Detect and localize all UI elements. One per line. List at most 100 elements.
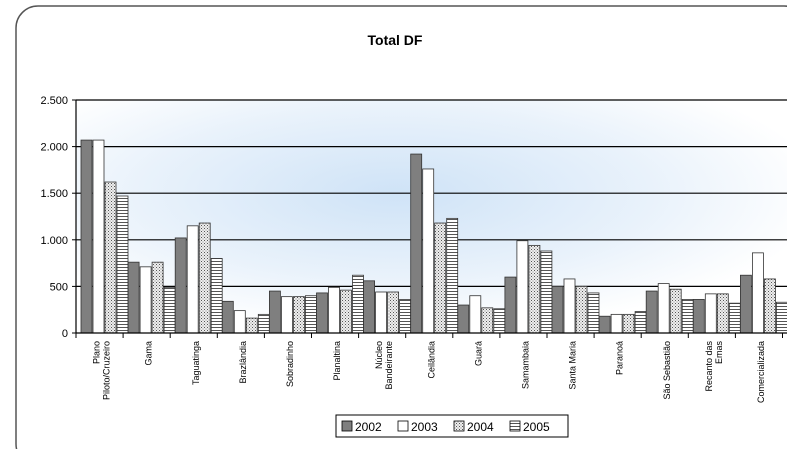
- bar-2003-8: [469, 295, 482, 334]
- svg-text:Paranoá: Paranoá: [615, 341, 625, 375]
- bar-2004-6: [387, 291, 400, 334]
- svg-text:Brazlândia: Brazlândia: [238, 341, 248, 384]
- bar-2003-12: [657, 283, 670, 334]
- legend-label-2005: 2005: [523, 420, 550, 434]
- bar-2003-7: [422, 168, 435, 334]
- svg-text:Sobradinho: Sobradinho: [285, 341, 295, 387]
- svg-text:Taguatinga: Taguatinga: [191, 341, 201, 385]
- bar-2005-7: [446, 217, 459, 334]
- bar-2004-11: [622, 313, 635, 334]
- svg-text:São Sebastião: São Sebastião: [662, 341, 672, 400]
- bar-2004-5: [340, 289, 352, 334]
- bar-2002-2: [174, 237, 187, 334]
- x-tick-label: Samambaia: [520, 341, 530, 389]
- y-tick-label: 0: [62, 328, 68, 340]
- bar-2004-8: [481, 307, 494, 334]
- svg-text:Samambaia: Samambaia: [520, 341, 530, 389]
- legend-label-2002: 2002: [355, 420, 382, 434]
- x-tick-label: Núcleo Bandeirante: [374, 341, 394, 390]
- bar-2005-12: [681, 299, 694, 334]
- y-tick-label: 1.500: [40, 188, 68, 200]
- svg-text:Comercializada: Comercializada: [756, 341, 766, 403]
- bar-2003-11: [610, 313, 623, 334]
- svg-text:Ceilândia: Ceilândia: [426, 341, 436, 379]
- x-tick-label: Santa Maria: [568, 341, 578, 390]
- bar-2004-0: [104, 181, 117, 334]
- bar-2003-9: [516, 240, 529, 334]
- bar-2002-11: [598, 315, 611, 334]
- bar-2005-3: [257, 313, 270, 334]
- x-tick-label: Recanto das Emas: [704, 341, 724, 392]
- x-tick-label: Plano Piloto/Cruzeiro: [92, 341, 112, 400]
- svg-text:Santa Maria: Santa Maria: [568, 341, 578, 390]
- bar-2002-7: [410, 153, 423, 334]
- bar-2004-10: [575, 285, 588, 334]
- y-tick-label: 2.500: [40, 95, 68, 107]
- axes: [72, 99, 787, 338]
- y-tick-label: 1.000: [40, 235, 68, 247]
- bar-2002-9: [504, 276, 517, 334]
- x-tick-label: Taguatinga: [191, 341, 201, 385]
- bar-2002-5: [316, 292, 328, 334]
- bar-2005-1: [163, 286, 176, 334]
- legend-label-2004: 2004: [467, 420, 494, 434]
- legend-swatch-2005: [509, 420, 521, 432]
- x-tick-label: Brazlândia: [238, 341, 248, 384]
- legend-swatch-2004: [453, 420, 465, 432]
- bar-2004-13: [716, 293, 729, 334]
- bar-2004-12: [669, 288, 682, 334]
- bar-2003-0: [92, 139, 105, 334]
- svg-text:Núcleo: Núcleo: [374, 341, 384, 369]
- bar-2005-14: [776, 301, 787, 334]
- x-tick-label: Guará: [473, 341, 483, 366]
- bar-2004-1: [151, 261, 164, 334]
- bar-2004-14: [764, 278, 776, 334]
- bar-2003-4: [280, 296, 293, 334]
- x-tick-label: Comercializada: [756, 341, 766, 403]
- y-tick-label: 500: [50, 281, 68, 293]
- bar-2005-11: [634, 311, 647, 334]
- svg-text:Guará: Guará: [473, 341, 483, 366]
- x-tick-labels: Plano Piloto/Cruzeiro Gama Taguatinga Brazlâ…: [92, 341, 766, 404]
- bar-2004-3: [245, 317, 258, 334]
- bar-2004-2: [198, 222, 211, 334]
- bar-2002-1: [127, 261, 140, 334]
- bar-2002-12: [645, 290, 658, 334]
- bar-2005-10: [587, 292, 600, 334]
- y-tick-label: 2.000: [40, 142, 68, 154]
- svg-text:Planaltina: Planaltina: [332, 341, 342, 381]
- legend-box: [335, 414, 569, 438]
- svg-text:Gama: Gama: [144, 341, 154, 366]
- legend-label-2003: 2003: [411, 420, 438, 434]
- bar-2005-2: [210, 258, 223, 334]
- bar-2003-6: [375, 291, 388, 334]
- bar-2002-0: [80, 139, 93, 334]
- legend: 2002 2003 2004 2005: [335, 414, 569, 438]
- bar-2002-4: [268, 290, 281, 334]
- bars: [80, 139, 787, 334]
- bar-2002-14: [740, 274, 752, 334]
- bar-2002-8: [457, 304, 470, 334]
- bar-2002-6: [363, 280, 376, 334]
- bar-2005-5: [352, 274, 364, 334]
- bar-2002-3: [221, 300, 234, 334]
- x-tick-label: São Sebastião: [662, 341, 672, 400]
- bar-2005-13: [728, 302, 741, 334]
- x-tick-label: Planaltina: [332, 341, 342, 381]
- bar-2003-5: [328, 286, 340, 334]
- y-tick-labels: 0 500 1.000 1.500 2.000 2.500: [40, 95, 68, 340]
- svg-text:Bandeirante: Bandeirante: [384, 341, 394, 390]
- legend-swatch-2002: [341, 420, 353, 432]
- x-tick-label: Paranoá: [615, 341, 625, 375]
- legend-swatch-2003: [397, 420, 409, 432]
- svg-text:Piloto/Cruzeiro: Piloto/Cruzeiro: [102, 341, 112, 400]
- bar-2004-7: [434, 222, 447, 334]
- svg-text:Emas: Emas: [714, 341, 724, 365]
- bar-2002-10: [551, 285, 564, 334]
- bar-2004-4: [292, 296, 305, 334]
- bar-2003-3: [233, 310, 246, 334]
- bar-2005-6: [399, 299, 412, 334]
- bar-2004-9: [528, 244, 541, 334]
- bar-2005-8: [493, 308, 506, 334]
